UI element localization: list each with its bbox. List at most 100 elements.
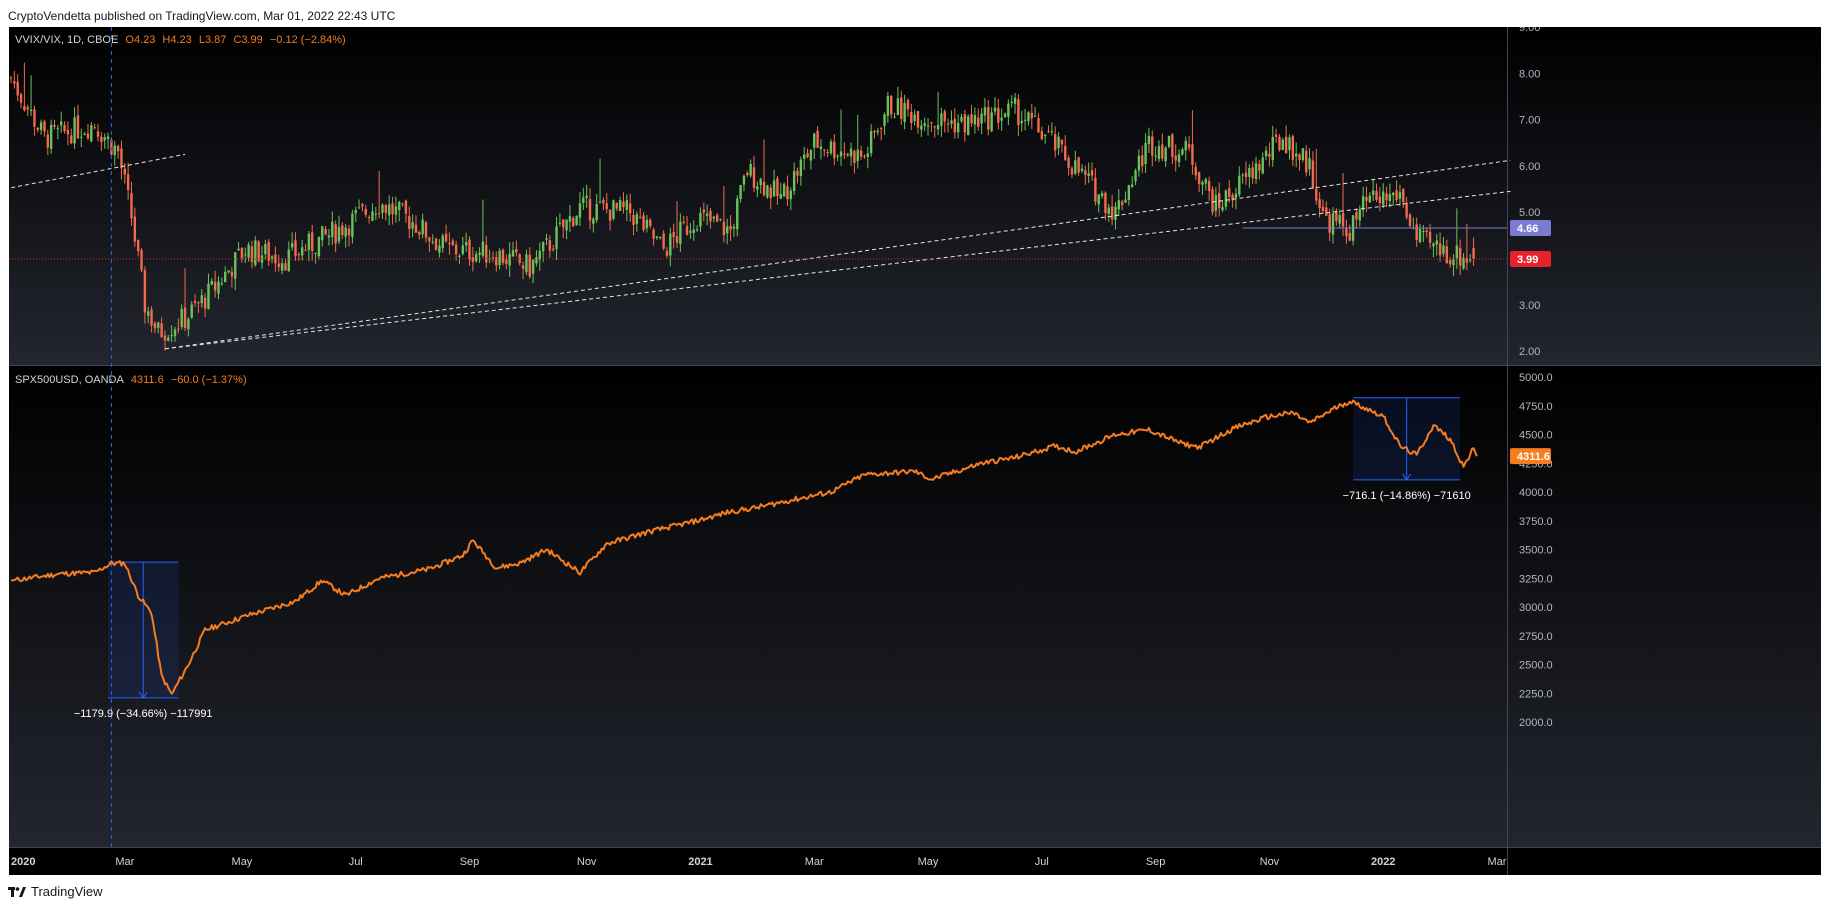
vvix-candle-body xyxy=(906,100,910,110)
vvix-candle-body xyxy=(956,122,960,133)
spx-axis-tick: 2500.0 xyxy=(1519,660,1553,672)
x-axis-label: May xyxy=(232,856,253,868)
vvix-candle-body xyxy=(49,124,53,149)
vvix-candle-body xyxy=(1084,170,1087,175)
vvix-candle-body xyxy=(404,200,408,214)
vvix-candle-body xyxy=(1221,207,1224,211)
vvix-candle-body xyxy=(411,222,414,229)
vvix-candle-body xyxy=(1382,191,1385,205)
vvix-candle-body xyxy=(568,216,572,222)
vvix-candle-body xyxy=(431,241,434,243)
vvix-candle-body xyxy=(428,237,431,242)
vvix-candle-body xyxy=(56,128,60,130)
vvix-candle-body xyxy=(16,81,19,96)
vvix-candle-body xyxy=(70,135,73,144)
vvix-candle-body xyxy=(973,114,977,125)
vvix-candle-body xyxy=(622,201,625,208)
vvix-candle-body xyxy=(628,203,632,214)
spx-pane-bg xyxy=(9,366,1821,847)
vvix-open: O4.23 xyxy=(125,34,156,46)
vvix-candle-body xyxy=(1305,150,1308,173)
x-axis-label: Mar xyxy=(1488,856,1507,868)
vvix-candle-body xyxy=(177,328,180,330)
vvix-candle-body xyxy=(883,114,886,126)
vvix-candle-body xyxy=(106,136,110,139)
vvix-candle-body xyxy=(244,254,247,256)
x-axis-label: Mar xyxy=(115,856,134,868)
vvix-candle-body xyxy=(331,221,334,237)
vvix-candle-body xyxy=(394,206,398,215)
vvix-candle-body xyxy=(722,221,726,236)
vvix-candle-body xyxy=(605,203,608,210)
vvix-candle-body xyxy=(157,322,160,328)
vvix-candle-body xyxy=(535,257,538,264)
vvix-candle-body xyxy=(655,236,659,238)
vvix-candle-body xyxy=(792,170,796,191)
vvix-candle-body xyxy=(1308,158,1311,170)
vvix-candle-body xyxy=(33,109,36,127)
chart-frame[interactable]: 9.008.007.006.005.004.003.002.004.663.99… xyxy=(9,27,1821,875)
vvix-candle-body xyxy=(1398,192,1402,199)
vvix-axis-tick: 6.00 xyxy=(1519,161,1540,173)
vvix-candle-body xyxy=(1338,215,1341,224)
spx-price-tag-bg xyxy=(1510,448,1551,465)
vvix-candle-body xyxy=(180,309,183,327)
vvix-candle-body xyxy=(103,137,106,141)
vvix-candle-body xyxy=(187,318,190,330)
vvix-candle-body xyxy=(786,186,789,200)
vvix-candle-body xyxy=(478,252,481,255)
vvix-candle-body xyxy=(819,146,823,150)
vvix-candle-body xyxy=(1318,199,1321,209)
vvix-candle-body xyxy=(210,281,214,285)
x-axis-label: 2022 xyxy=(1371,856,1395,868)
vvix-candle-body xyxy=(254,240,257,265)
vvix-candle-body xyxy=(1100,193,1104,197)
chart-canvas[interactable]: 9.008.007.006.005.004.003.002.004.663.99… xyxy=(9,27,1821,875)
vvix-candle-body xyxy=(46,134,50,148)
vvix-candle-body xyxy=(749,164,752,176)
vvix-candle-body xyxy=(1294,153,1298,157)
vvix-candle-body xyxy=(193,301,197,303)
vvix-candle-body xyxy=(987,107,990,130)
vvix-candle-body xyxy=(548,240,552,251)
vvix-candle-body xyxy=(167,337,170,341)
vvix-candle-body xyxy=(829,141,833,154)
vvix-candle-body xyxy=(1110,206,1114,220)
vvix-candle-body xyxy=(1284,136,1288,154)
vvix-candle-body xyxy=(946,123,950,125)
vvix-candle-body xyxy=(1161,144,1164,159)
vvix-candle-body xyxy=(1472,247,1475,259)
vvix-close: C3.99 xyxy=(233,34,263,46)
vvix-candle-body xyxy=(384,204,388,214)
vvix-candle-body xyxy=(823,149,826,151)
vvix-candle-body xyxy=(461,245,465,254)
vvix-candle-body xyxy=(565,219,568,231)
vvix-candle-body xyxy=(321,226,324,241)
vvix-candle-body xyxy=(1204,179,1208,184)
vvix-candle-body xyxy=(772,180,776,197)
vvix-candle-body xyxy=(324,228,327,235)
vvix-candle-body xyxy=(80,136,83,138)
vvix-candle-body xyxy=(1469,259,1472,261)
vvix-candle-body xyxy=(1241,174,1244,176)
vvix-candle-body xyxy=(1003,113,1007,118)
vvix-axis-tick: 5.00 xyxy=(1519,207,1540,219)
vvix-candle-body xyxy=(1010,101,1013,104)
vvix-candle-body xyxy=(756,186,759,190)
vvix-candle-body xyxy=(1094,177,1097,202)
vvix-candle-body xyxy=(562,219,565,228)
vvix-candle-body xyxy=(1151,136,1154,156)
vvix-candle-body xyxy=(234,252,237,279)
vvix-candle-body xyxy=(1428,231,1432,243)
vvix-candle-body xyxy=(495,257,498,266)
vvix-candle-body xyxy=(294,240,297,257)
vvix-candle-body xyxy=(1378,196,1382,204)
vvix-candle-body xyxy=(1452,259,1455,266)
trendline-lower-right xyxy=(164,190,1511,350)
vvix-candle-body xyxy=(53,125,56,127)
vvix-candle-body xyxy=(1345,228,1348,237)
vvix-candle-body xyxy=(1268,153,1271,157)
vvix-candle-body xyxy=(1194,166,1197,176)
vvix-candle-body xyxy=(896,98,900,116)
vvix-candle-body xyxy=(953,118,957,133)
